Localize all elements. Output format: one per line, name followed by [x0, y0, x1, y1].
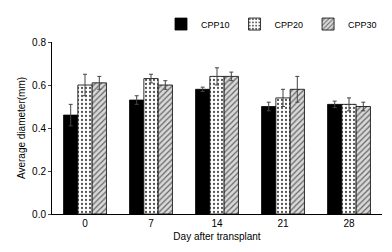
svg-text:0: 0 [82, 218, 88, 229]
svg-text:0.2: 0.2 [32, 166, 46, 177]
svg-text:Day after transplant: Day after transplant [173, 231, 260, 242]
svg-text:0.0: 0.0 [32, 209, 46, 220]
svg-text:28: 28 [343, 218, 355, 229]
svg-text:0.6: 0.6 [32, 80, 46, 91]
svg-text:14: 14 [211, 218, 223, 229]
svg-text:21: 21 [277, 218, 289, 229]
svg-text:0.4: 0.4 [32, 123, 46, 134]
svg-text:CPP20: CPP20 [275, 20, 304, 30]
svg-text:Average diameter(mm): Average diameter(mm) [16, 77, 27, 179]
svg-text:0.8: 0.8 [32, 37, 46, 48]
svg-text:CPP30: CPP30 [348, 20, 377, 30]
svg-text:7: 7 [148, 218, 154, 229]
svg-text:CPP10: CPP10 [201, 20, 230, 30]
